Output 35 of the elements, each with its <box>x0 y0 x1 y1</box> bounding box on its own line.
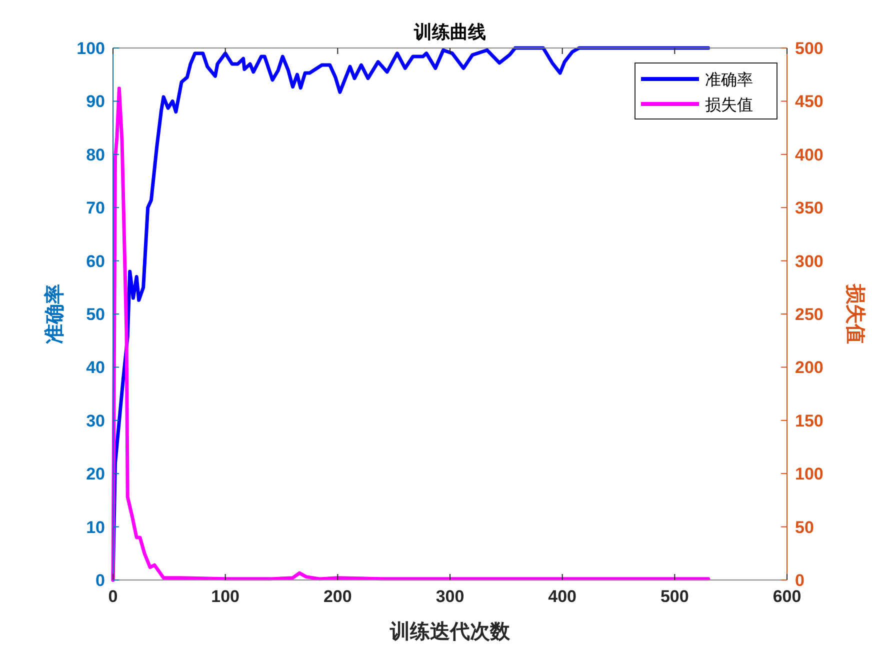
y-tick-label: 40 <box>86 358 105 378</box>
x-tick-label: 600 <box>772 587 802 606</box>
x-tick-label: 300 <box>436 587 464 606</box>
y-tick-label: 0 <box>96 571 105 590</box>
y-tick-label: 90 <box>86 92 105 112</box>
x-tick-label: 400 <box>548 587 577 606</box>
y2-tick-label: 350 <box>795 198 824 218</box>
legend-label: 损失值 <box>705 96 753 114</box>
y-tick-label: 70 <box>86 198 105 218</box>
y-tick-label: 20 <box>86 464 105 484</box>
legend-label: 准确率 <box>705 71 753 89</box>
y-tick-label: 10 <box>86 518 105 537</box>
y2-tick-label: 150 <box>795 411 824 430</box>
x-tick-label: 100 <box>211 587 240 606</box>
x-tick-label: 0 <box>108 587 118 606</box>
y-axis-title: 准确率 <box>43 284 66 344</box>
chart-title: 训练曲线 <box>413 22 486 42</box>
y2-tick-label: 50 <box>795 518 814 537</box>
y2-tick-label: 450 <box>795 92 824 112</box>
y-tick-label: 50 <box>86 305 105 324</box>
x-tick-label: 500 <box>660 587 689 606</box>
y-tick-label: 60 <box>86 252 105 271</box>
x-tick-label: 200 <box>323 587 352 606</box>
y2-axis-title: 损失值 <box>844 283 866 344</box>
y2-tick-label: 500 <box>795 39 824 58</box>
y-tick-label: 80 <box>86 145 105 164</box>
y2-tick-label: 100 <box>795 464 824 484</box>
y2-tick-label: 400 <box>795 145 824 164</box>
y-tick-label: 30 <box>86 411 105 430</box>
y2-tick-label: 250 <box>795 305 824 324</box>
y2-tick-label: 300 <box>795 252 824 271</box>
x-axis-title: 训练迭代次数 <box>389 621 511 643</box>
y2-tick-label: 200 <box>795 358 824 378</box>
y-tick-label: 100 <box>76 39 105 58</box>
y2-tick-label: 0 <box>795 571 804 590</box>
